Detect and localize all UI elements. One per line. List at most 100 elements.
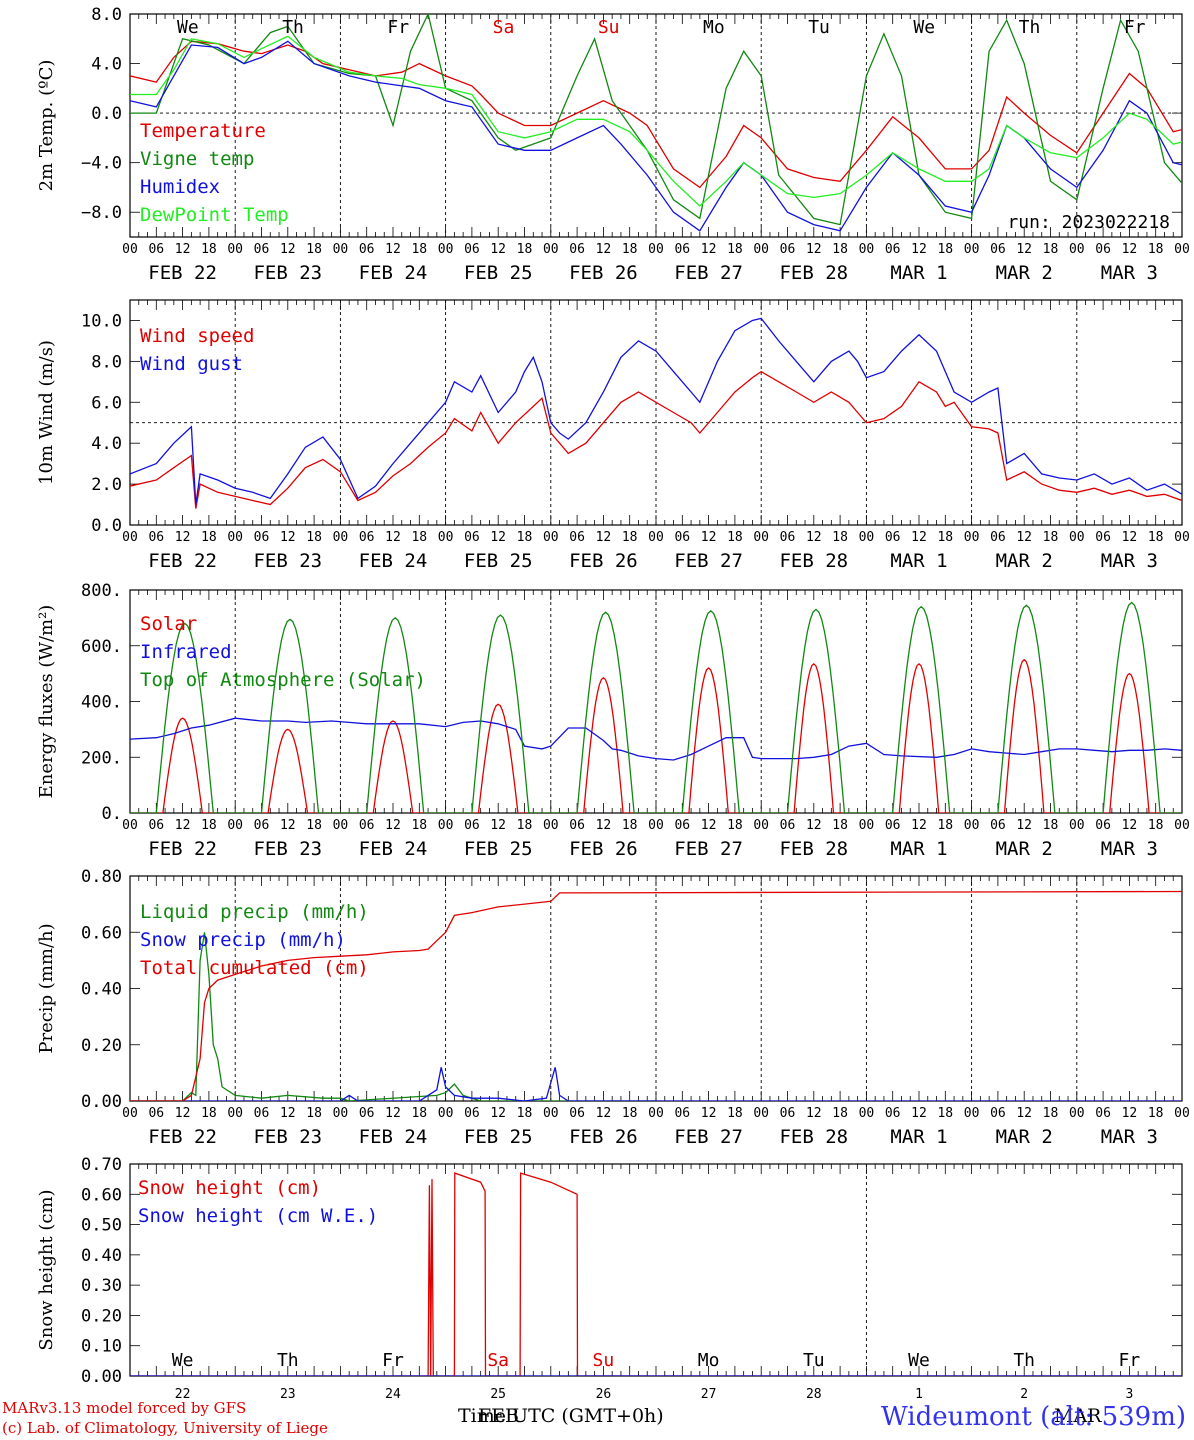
- hour-tick-label: 18: [832, 530, 848, 545]
- hour-tick-label: 06: [254, 1106, 270, 1121]
- y-tick-label: −4.0: [81, 154, 122, 174]
- weekday-label: Fr: [1124, 17, 1146, 38]
- panel-frame: [129, 589, 1183, 814]
- date-label: FEB 28: [779, 1126, 848, 1148]
- hour-tick-label: 06: [674, 818, 690, 833]
- date-label: FEB 22: [148, 262, 217, 284]
- weekday-label: Tu: [803, 1350, 825, 1371]
- hour-tick-label: 18: [727, 530, 743, 545]
- hour-tick-label: 00: [1069, 818, 1085, 833]
- date-label: FEB 27: [674, 1126, 743, 1148]
- date-label: FEB 27: [674, 262, 743, 284]
- hour-tick-label: 00: [859, 818, 875, 833]
- hour-tick-label: 00: [438, 1106, 454, 1121]
- hour-tick-label: 00: [543, 1106, 559, 1121]
- series-line: [130, 370, 1182, 509]
- series-line: [130, 1067, 1182, 1101]
- hour-tick-label: 12: [385, 818, 401, 833]
- hour-tick-label: 06: [254, 818, 270, 833]
- legend-entry: Snow precip (mm/h): [140, 929, 346, 951]
- hour-tick-label: 18: [727, 818, 743, 833]
- hour-tick-label: 06: [148, 1106, 164, 1121]
- date-label: FEB 26: [569, 838, 638, 860]
- hour-tick-label: 06: [148, 242, 164, 257]
- y-tick-label: 0.00: [81, 1092, 122, 1112]
- series-line: [130, 14, 1182, 226]
- hour-tick-label: 12: [911, 530, 927, 545]
- hour-tick-label: 12: [1016, 242, 1032, 257]
- legend-entry: Humidex: [140, 176, 220, 198]
- y-tick-label: 600.: [81, 637, 122, 657]
- hour-tick-label: 18: [411, 1106, 427, 1121]
- date-label: MAR 2: [996, 262, 1053, 284]
- hour-tick-label: 06: [885, 818, 901, 833]
- hour-tick-label: 00: [1174, 1106, 1190, 1121]
- y-tick-label: 200.: [81, 748, 122, 768]
- series-line: [130, 932, 656, 1101]
- hour-tick-label: 00: [438, 530, 454, 545]
- hour-tick-label: 18: [727, 242, 743, 257]
- legend-entry: Snow height (cm): [138, 1177, 321, 1199]
- hour-tick-label: 00: [333, 530, 349, 545]
- hour-tick-label: 12: [1122, 242, 1138, 257]
- hour-tick-label: 00: [438, 818, 454, 833]
- y-tick-label: 400.: [81, 693, 122, 713]
- legend-entry: Wind gust: [140, 353, 243, 375]
- weekday-label: We: [172, 1350, 194, 1371]
- date-label: FEB 25: [464, 550, 533, 572]
- y-tick-label: 0.0: [91, 104, 122, 124]
- date-label: FEB 23: [253, 1126, 322, 1148]
- day-number-label: 23: [280, 1387, 296, 1402]
- hour-tick-label: 18: [517, 818, 533, 833]
- legend-entry: Top of Atmosphere (Solar): [140, 669, 426, 691]
- hour-tick-label: 06: [464, 1106, 480, 1121]
- hour-tick-label: 00: [964, 530, 980, 545]
- hour-tick-label: 18: [937, 242, 953, 257]
- y-tick-label: 8.0: [91, 5, 122, 25]
- hour-tick-label: 00: [753, 242, 769, 257]
- y-tick-label: 4.0: [91, 55, 122, 75]
- y-tick-label: 8.0: [91, 352, 122, 372]
- lab-credit: (c) Lab. of Climatology, University of L…: [2, 1419, 328, 1437]
- hour-tick-label: 06: [780, 242, 796, 257]
- hour-tick-label: 00: [333, 818, 349, 833]
- y-tick-label: 0.40: [81, 1246, 122, 1266]
- hour-tick-label: 18: [937, 818, 953, 833]
- hour-tick-label: 00: [753, 818, 769, 833]
- date-label: FEB 25: [464, 838, 533, 860]
- date-label: FEB 22: [148, 1126, 217, 1148]
- hour-tick-label: 12: [1016, 818, 1032, 833]
- hour-tick-label: 00: [1174, 530, 1190, 545]
- hour-tick-label: 06: [148, 530, 164, 545]
- run-label: run: 2023022218: [1007, 212, 1170, 233]
- series-line: [130, 40, 1182, 189]
- weekday-label: Mo: [703, 17, 725, 38]
- hour-tick-label: 12: [385, 530, 401, 545]
- hour-tick-label: 12: [490, 1106, 506, 1121]
- date-label: MAR 1: [890, 550, 947, 572]
- legend-entry: Solar: [140, 613, 197, 635]
- hour-tick-label: 12: [280, 818, 296, 833]
- hour-tick-label: 12: [911, 818, 927, 833]
- legend-entry: DewPoint Temp: [140, 204, 289, 226]
- weekday-label: We: [913, 17, 935, 38]
- y-tick-label: −8.0: [81, 203, 122, 223]
- hour-tick-label: 00: [964, 242, 980, 257]
- legend-entry: Wind speed: [140, 325, 254, 347]
- hour-tick-label: 18: [1148, 530, 1164, 545]
- hour-tick-label: 18: [727, 1106, 743, 1121]
- y-tick-label: 0.00: [81, 1367, 122, 1387]
- date-label: FEB 22: [148, 838, 217, 860]
- hour-tick-label: 12: [911, 1106, 927, 1121]
- series-group: [130, 14, 1182, 232]
- hour-tick-label: 12: [280, 1106, 296, 1121]
- y-tick-label: 0.10: [81, 1337, 122, 1357]
- hour-tick-label: 06: [359, 530, 375, 545]
- hour-tick-label: 06: [1095, 242, 1111, 257]
- y-axis-label: Precip (mm/h): [36, 923, 57, 1053]
- hour-tick-label: 18: [517, 1106, 533, 1121]
- y-tick-label: 2.0: [91, 475, 122, 495]
- hour-tick-label: 18: [832, 242, 848, 257]
- weekday-label: Su: [598, 17, 620, 38]
- y-tick-label: 0.30: [81, 1276, 122, 1296]
